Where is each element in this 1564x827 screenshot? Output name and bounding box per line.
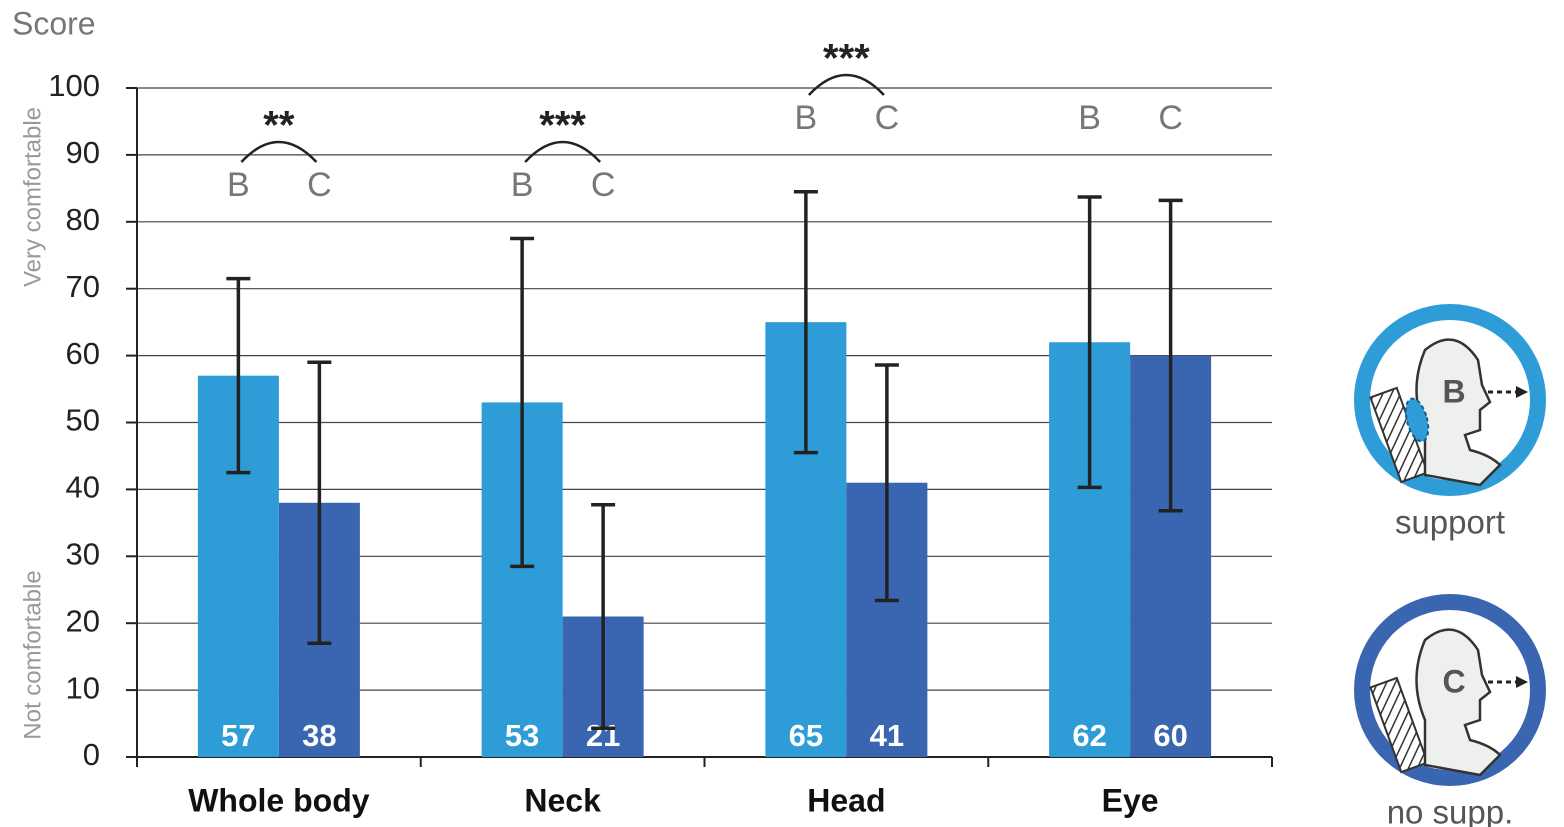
y-tick-label: 40 xyxy=(66,470,100,505)
y-tick-label: 50 xyxy=(66,403,100,438)
value-label: 57 xyxy=(221,718,255,753)
comparison-label: B xyxy=(795,99,818,137)
y-tick-label: 60 xyxy=(66,336,100,371)
comparison-label: B xyxy=(227,166,250,204)
y-tick-label: 10 xyxy=(66,670,100,705)
comparison-label: B xyxy=(511,166,534,204)
comparison-label: C xyxy=(1158,99,1183,137)
value-label: 60 xyxy=(1153,718,1187,753)
value-label: 53 xyxy=(505,718,539,753)
legend-icon: B xyxy=(1362,312,1538,488)
legend-icon: C xyxy=(1362,602,1538,778)
y-tick-label: 80 xyxy=(66,202,100,237)
x-tick-label: Whole body xyxy=(188,782,370,818)
comparison-label: C xyxy=(307,166,332,204)
comparison-label: C xyxy=(591,166,616,204)
significance-stars: *** xyxy=(539,104,586,148)
x-tick-label: Eye xyxy=(1102,782,1159,818)
legend-label: support xyxy=(1395,504,1505,541)
comparison-label: C xyxy=(875,99,900,137)
comparison-label: B xyxy=(1078,99,1101,137)
significance-stars: *** xyxy=(823,37,870,81)
y-axis-title: Score xyxy=(12,5,96,41)
x-tick-label: Head xyxy=(807,782,885,818)
y-side-label: Very comfortable xyxy=(19,107,46,287)
value-label: 65 xyxy=(789,718,823,753)
significance-stars: ** xyxy=(263,104,295,148)
y-tick-label: 30 xyxy=(66,536,100,571)
y-side-label: Not comfortable xyxy=(19,570,46,739)
value-label: 62 xyxy=(1072,718,1106,753)
y-tick-label: 20 xyxy=(66,603,100,638)
y-tick-label: 0 xyxy=(83,737,100,772)
x-tick-label: Neck xyxy=(524,782,601,818)
y-tick-label: 100 xyxy=(48,68,100,103)
y-tick-label: 90 xyxy=(66,135,100,170)
legend-key: C xyxy=(1442,663,1465,699)
value-label: 41 xyxy=(870,718,904,753)
legend-label: no supp. xyxy=(1387,794,1514,827)
chart: Score Very comfortable Not comfortable 0… xyxy=(0,0,1564,827)
legend-key: B xyxy=(1442,373,1465,409)
value-label: 38 xyxy=(302,718,336,753)
y-tick-label: 70 xyxy=(66,269,100,304)
